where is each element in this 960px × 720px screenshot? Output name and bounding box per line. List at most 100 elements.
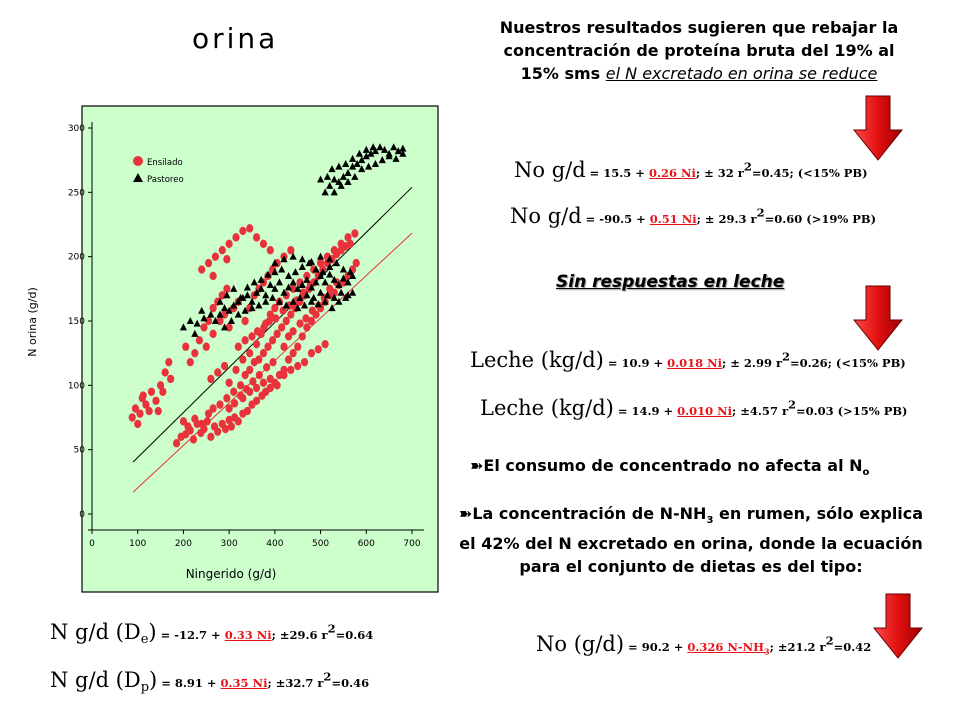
pastoreo-point — [271, 284, 279, 292]
pastoreo-point — [275, 278, 284, 286]
ensilado-point — [243, 406, 252, 416]
pastoreo-point — [323, 172, 332, 180]
ensilado-point — [300, 357, 309, 367]
ensilado-point — [202, 342, 210, 351]
pastoreo-point — [321, 188, 329, 196]
pastoreo-point — [220, 304, 229, 312]
eq-no2-coef: 0.51 Ni — [649, 212, 697, 226]
pastoreo-point — [355, 149, 364, 157]
pastoreo-point — [307, 297, 316, 305]
intro-line-1: Nuestros resultados sugieren que rebajar… — [499, 18, 899, 37]
ensilado-point — [239, 355, 247, 364]
ensilado-point — [145, 406, 153, 416]
pastoreo-point — [348, 162, 357, 170]
bullet-1-text: El consumo de concentrado no afecta al N — [483, 456, 863, 475]
equation-n-dp: N g/d (Dp) = 8.91 + 0.35 Ni; ±32.7 r2=0.… — [50, 668, 369, 695]
chart-legend: Ensilado Pastoreo — [133, 156, 184, 185]
intro-line-3-underlined: el N excretado en orina se reduce — [605, 64, 878, 83]
eq-ne-pre: = -12.7 + — [156, 628, 225, 642]
ensilado-point — [139, 391, 147, 400]
pastoreo-point — [330, 175, 338, 183]
pastoreo-point — [328, 165, 336, 173]
equation-leche-2: Leche (kg/d) = 14.9 + 0.010 Ni; ±4.57 r2… — [480, 396, 908, 420]
ensilado-point — [307, 348, 316, 358]
pastoreo-point — [348, 288, 357, 296]
ensilado-point — [248, 332, 256, 341]
ensilado-point — [225, 239, 233, 248]
ensilado-point — [191, 348, 199, 358]
pastoreo-point — [220, 323, 229, 331]
ensilado-point — [227, 422, 236, 431]
ensilado-point — [225, 378, 233, 387]
y-tick-label-4: 200 — [68, 253, 85, 263]
eq-no2-label: No g/d — [510, 204, 582, 228]
pastoreo-point — [296, 293, 304, 301]
eq-ne-tail: =0.64 — [335, 628, 374, 642]
eq-no2-sup: 2 — [756, 205, 765, 220]
pastoreo-point — [303, 291, 311, 299]
pastoreo-point — [371, 160, 380, 168]
eq-nonh3-coef-sub: 3 — [764, 646, 770, 657]
ensilado-point — [246, 224, 254, 233]
ensilado-point — [191, 414, 199, 423]
eq-np-label: N g/d (D — [50, 668, 141, 692]
ensilado-point — [302, 314, 310, 323]
eq-np-label-end: ) — [149, 668, 158, 692]
eq-np-pre: = 8.91 + — [157, 676, 221, 690]
ensilado-point — [207, 374, 215, 384]
pastoreo-point — [250, 278, 258, 286]
ensilado-point — [308, 306, 316, 315]
ensilado-point — [154, 406, 162, 416]
bullet-1: ➽El consumo de concentrado no afecta al … — [470, 454, 930, 484]
ensilado-point — [252, 383, 261, 393]
ensilado-point — [246, 348, 254, 358]
ensilado-point — [278, 323, 286, 332]
sin-respuestas-heading: Sin respuestas en leche — [556, 272, 785, 292]
ensilado-point — [253, 327, 262, 336]
ensilado-point — [307, 316, 316, 326]
eq-no1-label: No g/d — [514, 158, 586, 182]
pastoreo-point — [307, 257, 316, 265]
bullet-1-sub: o — [862, 467, 870, 479]
pastoreo-point — [257, 275, 265, 283]
eq-nonh3-post: ; ±21.2 r — [769, 640, 826, 654]
pastoreo-point — [337, 181, 345, 189]
ensilado-point — [204, 316, 213, 326]
pastoreo-point — [353, 160, 361, 168]
pastoreo-point — [376, 143, 384, 151]
ensilado-point — [282, 316, 290, 326]
eq-nonh3-sup: 2 — [825, 633, 834, 648]
ensilado-point — [156, 381, 165, 390]
eq-np-coef: 0.35 Ni — [220, 676, 268, 690]
pastoreo-point — [216, 310, 224, 318]
ensilado-point — [195, 336, 204, 345]
x-tick-label-6: 600 — [358, 539, 375, 549]
pastoreo-point — [255, 301, 263, 309]
ensilado-point — [280, 342, 288, 351]
pastoreo-point — [243, 291, 252, 299]
ensilado-point — [352, 258, 360, 268]
equation-leche-1: Leche (kg/d) = 10.9 + 0.018 Ni; ± 2.99 r… — [470, 348, 906, 372]
pastoreo-point — [328, 304, 336, 312]
pastoreo-point — [319, 268, 327, 276]
pastoreo-point — [399, 144, 407, 152]
pastoreo-point — [225, 306, 233, 314]
pastoreo-point — [342, 160, 350, 168]
pastoreo-point — [371, 147, 380, 155]
pastoreo-point — [342, 293, 350, 301]
pastoreo-point — [289, 252, 297, 260]
ensilado-point — [299, 288, 307, 297]
pastoreo-point — [335, 280, 343, 288]
pastoreo-point — [284, 283, 293, 291]
x-tick-label-5: 500 — [312, 539, 329, 549]
eq-nonh3-coef-wrap: 0.326 N-NH3 — [687, 640, 770, 657]
pastoreo-point — [186, 317, 194, 324]
ensilado-point — [234, 342, 242, 351]
ensilado-point — [252, 396, 261, 405]
ensilado-point — [214, 427, 222, 436]
y-tick-label-5: 250 — [68, 188, 85, 198]
ensilado-point — [252, 339, 261, 349]
pastoreo-point — [330, 293, 338, 301]
pastoreo-point — [351, 172, 359, 180]
ensilado-point — [223, 255, 231, 264]
